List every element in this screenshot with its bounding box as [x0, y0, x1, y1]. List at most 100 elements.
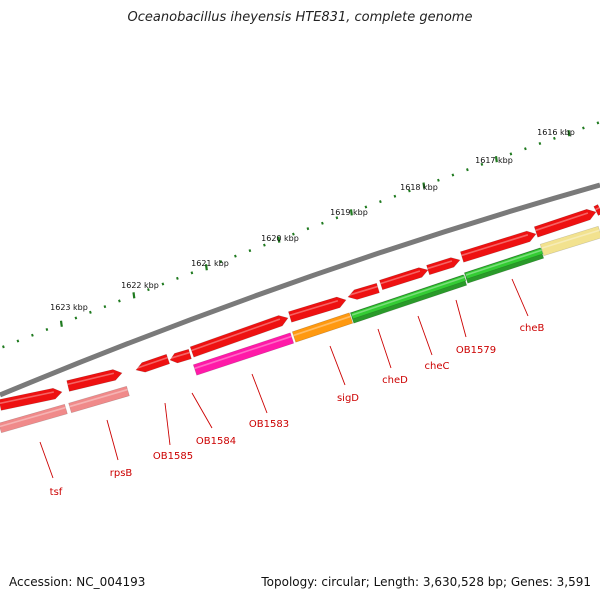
minor-tick: [219, 260, 223, 264]
minor-tick: [31, 333, 34, 337]
minor-tick: [263, 243, 266, 247]
gene-feature-highlight: [594, 206, 600, 211]
minor-tick: [582, 126, 585, 130]
gene-leader-line: [106, 419, 119, 461]
minor-tick: [321, 221, 324, 225]
minor-tick: [408, 189, 411, 193]
gene-feature-highlight: [347, 285, 378, 297]
gene-label: tsf: [50, 487, 63, 498]
minor-tick: [16, 339, 20, 343]
topology-text: Topology: circular; Length: 3,630,528 bp…: [261, 575, 591, 589]
minor-tick: [335, 216, 339, 220]
minor-tick: [480, 162, 484, 166]
minor-tick: [437, 178, 440, 182]
gene-feature-highlight: [541, 229, 600, 250]
gene-feature: [347, 282, 380, 300]
gene-feature: [68, 385, 130, 414]
gene-leader-line: [511, 278, 529, 317]
gene-feature: [66, 369, 123, 392]
gene-feature: [192, 332, 295, 376]
minor-tick: [466, 168, 469, 172]
minor-tick: [103, 305, 107, 309]
minor-tick: [89, 310, 92, 314]
kbp-label: 1621 kbp: [191, 259, 229, 268]
minor-tick: [147, 288, 150, 292]
major-tick: [277, 236, 281, 243]
minor-tick: [248, 249, 252, 253]
gene-label: cheD: [382, 375, 408, 386]
gene-feature: [288, 296, 347, 323]
gene-feature: [533, 208, 597, 238]
minor-tick: [596, 121, 600, 125]
kbp-label: 1617 kbp: [475, 156, 513, 165]
kbp-ticks: [2, 121, 600, 349]
gene-feature: [539, 225, 600, 257]
gene-label: OB1583: [249, 419, 289, 430]
minor-tick: [74, 316, 78, 320]
gene-feature-highlight: [380, 270, 421, 285]
gene-labels: cheB OB1579 cheC cheD sigD OB1583 OB1584OB1585…: [50, 323, 545, 498]
gene-feature-highlight: [351, 276, 465, 316]
gene-label: cheB: [520, 323, 545, 334]
gene-feature: [135, 353, 171, 373]
minor-tick: [161, 282, 165, 286]
major-tick: [204, 264, 208, 271]
gene-feature: [350, 274, 467, 320]
gene-label: sigD: [337, 393, 359, 404]
minor-tick: [364, 205, 368, 209]
gene-feature-highlight: [0, 406, 66, 428]
minor-tick: [176, 276, 179, 280]
gene-feature: [379, 267, 429, 291]
major-tick: [422, 182, 426, 189]
gene-leader-line: [191, 392, 213, 429]
kbp-label: 1622 kbp: [121, 281, 159, 290]
kbp-label: 1619 kbp: [330, 208, 368, 217]
gene-feature: [189, 315, 289, 358]
minor-tick: [509, 152, 513, 156]
gene-feature-highlight: [191, 318, 281, 352]
major-tick: [59, 320, 63, 327]
gene-feature: [459, 230, 537, 263]
gene-feature: [0, 403, 68, 434]
major-tick: [349, 209, 353, 216]
gene-feature: [0, 387, 63, 411]
minor-tick: [234, 254, 237, 258]
kbp-label: 1618 kbp: [400, 183, 438, 192]
gene-leader-line: [377, 328, 392, 369]
minor-tick: [2, 345, 5, 349]
major-tick: [132, 292, 136, 299]
gene-feature-highlight: [535, 212, 589, 232]
gene-feature: [169, 348, 192, 364]
gene-label: OB1584: [196, 436, 236, 447]
gene-feature-highlight: [465, 249, 542, 276]
gene-label: cheC: [425, 361, 450, 372]
gene-feature-highlight: [169, 351, 190, 360]
gene-feature: [426, 257, 461, 276]
kbp-label: 1623 kbp: [50, 303, 88, 312]
minor-tick: [190, 271, 194, 275]
minor-tick: [292, 232, 295, 236]
gene-feature-highlight: [293, 315, 351, 337]
gene-feature: [291, 312, 354, 343]
gene-leader-line: [329, 345, 346, 386]
minor-tick: [451, 173, 455, 177]
gene-feature-highlight: [0, 391, 54, 405]
gene-feature-highlight: [427, 260, 453, 270]
minor-tick: [118, 299, 121, 303]
major-tick: [494, 156, 498, 163]
gene-leader-line: [39, 441, 54, 479]
gene-label: OB1579: [456, 345, 496, 356]
kbp-labels: 1616 kbp 1617 kbp 1618 kbp 1619 kbp 1620 kbp…: [50, 128, 575, 312]
kbp-label: 1620 kbp: [261, 234, 299, 243]
gene-feature-highlight: [461, 234, 529, 257]
minor-tick: [553, 136, 556, 140]
major-tick: [567, 130, 571, 137]
minor-tick: [538, 142, 542, 146]
gene-label: OB1585: [153, 451, 193, 462]
accession-text: Accession: NC_004193: [9, 575, 146, 589]
gene-leaders: [39, 278, 529, 479]
gene-label: rpsB: [110, 468, 133, 479]
gene-feature: [593, 204, 600, 216]
gene-feature-highlight: [194, 335, 292, 370]
